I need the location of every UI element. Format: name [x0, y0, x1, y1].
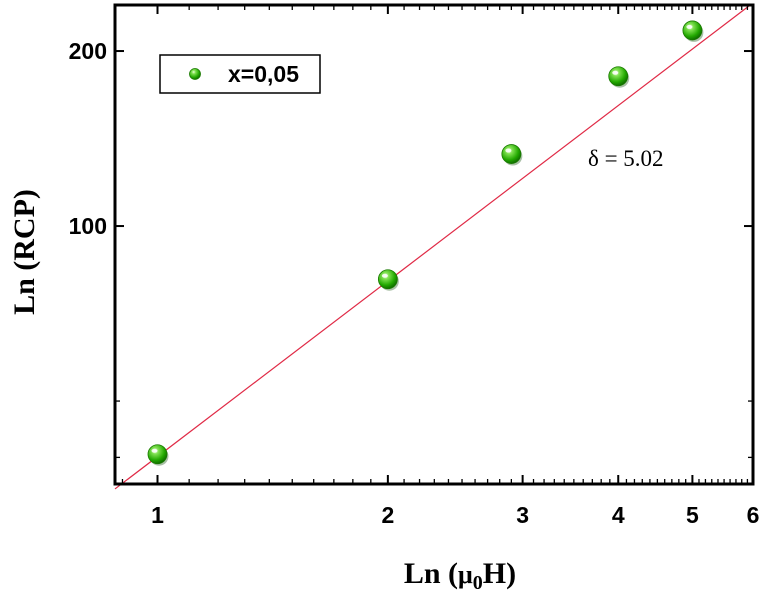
legend: x=0,05: [159, 54, 321, 94]
data-point-ball: [608, 66, 629, 87]
legend-box: [159, 54, 321, 94]
x-tick-label: 3: [516, 502, 529, 528]
y-axis-ticks: 100 200: [69, 38, 753, 459]
x-tick-label: 4: [612, 502, 625, 528]
data-point: [608, 66, 630, 88]
x-axis-ticks: 1 2 3 4 5 6: [121, 5, 760, 528]
data-point: [147, 444, 169, 466]
x-tick-label: 5: [686, 502, 699, 528]
data-point-ball: [501, 144, 522, 164]
fit-line-layer: [114, 4, 751, 490]
legend-marker: [189, 68, 201, 80]
x-axis-title: Ln (μ0H): [404, 557, 516, 594]
data-point-highlight: [505, 148, 512, 153]
y-axis-title: Ln (RCP): [8, 189, 41, 315]
data-point-ball: [682, 20, 703, 41]
x-tick-label: 6: [747, 502, 760, 528]
data-points-layer: [147, 20, 704, 466]
x-axis-title-main: Ln (: [404, 557, 458, 590]
delta-annotation: δ = 5.02: [588, 146, 664, 171]
x-tick-label: 1: [151, 502, 164, 528]
data-point: [501, 144, 523, 166]
x-tick-label: 2: [381, 502, 394, 528]
data-point-highlight: [151, 448, 158, 453]
data-point: [377, 269, 399, 291]
x-axis-title-tail: H): [483, 557, 516, 590]
data-point-highlight: [612, 70, 619, 75]
y-tick-label: 100: [69, 213, 107, 239]
data-point-ball: [147, 444, 168, 465]
data-point-ball: [377, 269, 398, 290]
x-axis-title-sub: 0: [473, 572, 483, 594]
data-point: [682, 20, 704, 42]
legend-label: x=0,05: [228, 61, 299, 87]
fit-line: [114, 4, 751, 490]
y-tick-label: 200: [69, 38, 107, 64]
data-point-highlight: [686, 24, 693, 29]
data-point-highlight: [381, 273, 388, 278]
x-axis-title-mu: μ: [458, 560, 473, 589]
